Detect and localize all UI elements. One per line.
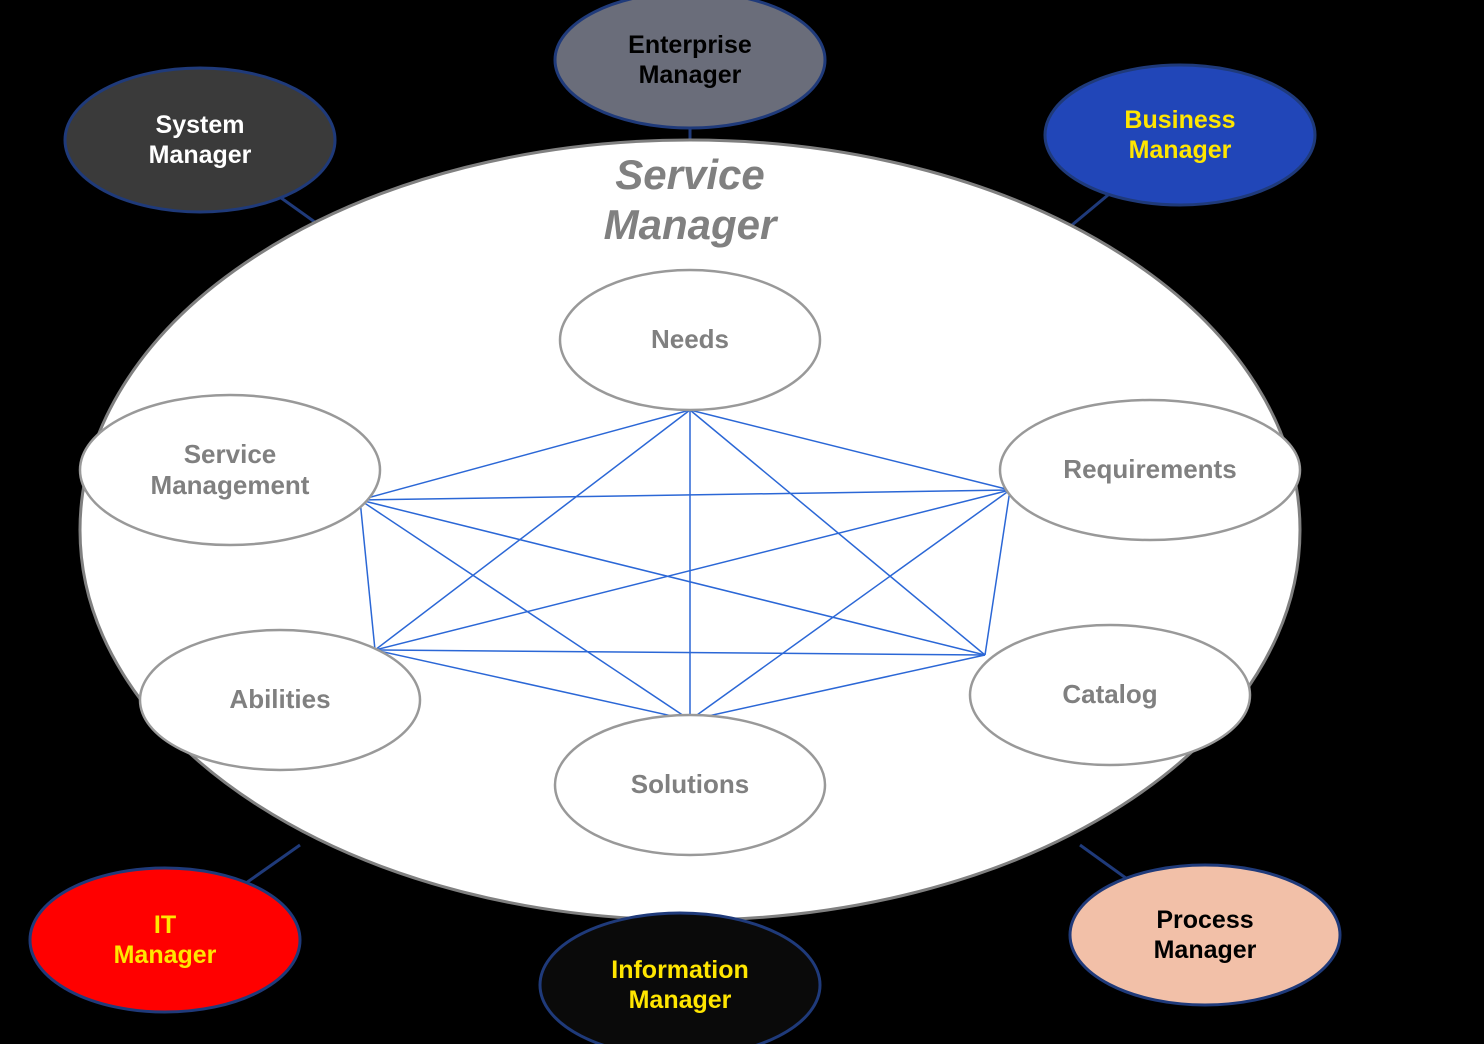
inner-node-abilities — [140, 630, 420, 770]
inner-node-needs — [560, 270, 820, 410]
outer-node-enterprise-manager — [555, 0, 825, 128]
outer-node-business-manager — [1045, 65, 1315, 205]
inner-node-requirements — [1000, 400, 1300, 540]
inner-node-service-management — [80, 395, 380, 545]
diagram-canvas — [0, 0, 1484, 1044]
inner-node-solutions — [555, 715, 825, 855]
outer-node-process-manager — [1070, 865, 1340, 1005]
outer-node-it-manager — [30, 868, 300, 1012]
outer-node-system-manager — [65, 68, 335, 212]
outer-node-information-manager — [540, 913, 820, 1044]
inner-node-catalog — [970, 625, 1250, 765]
